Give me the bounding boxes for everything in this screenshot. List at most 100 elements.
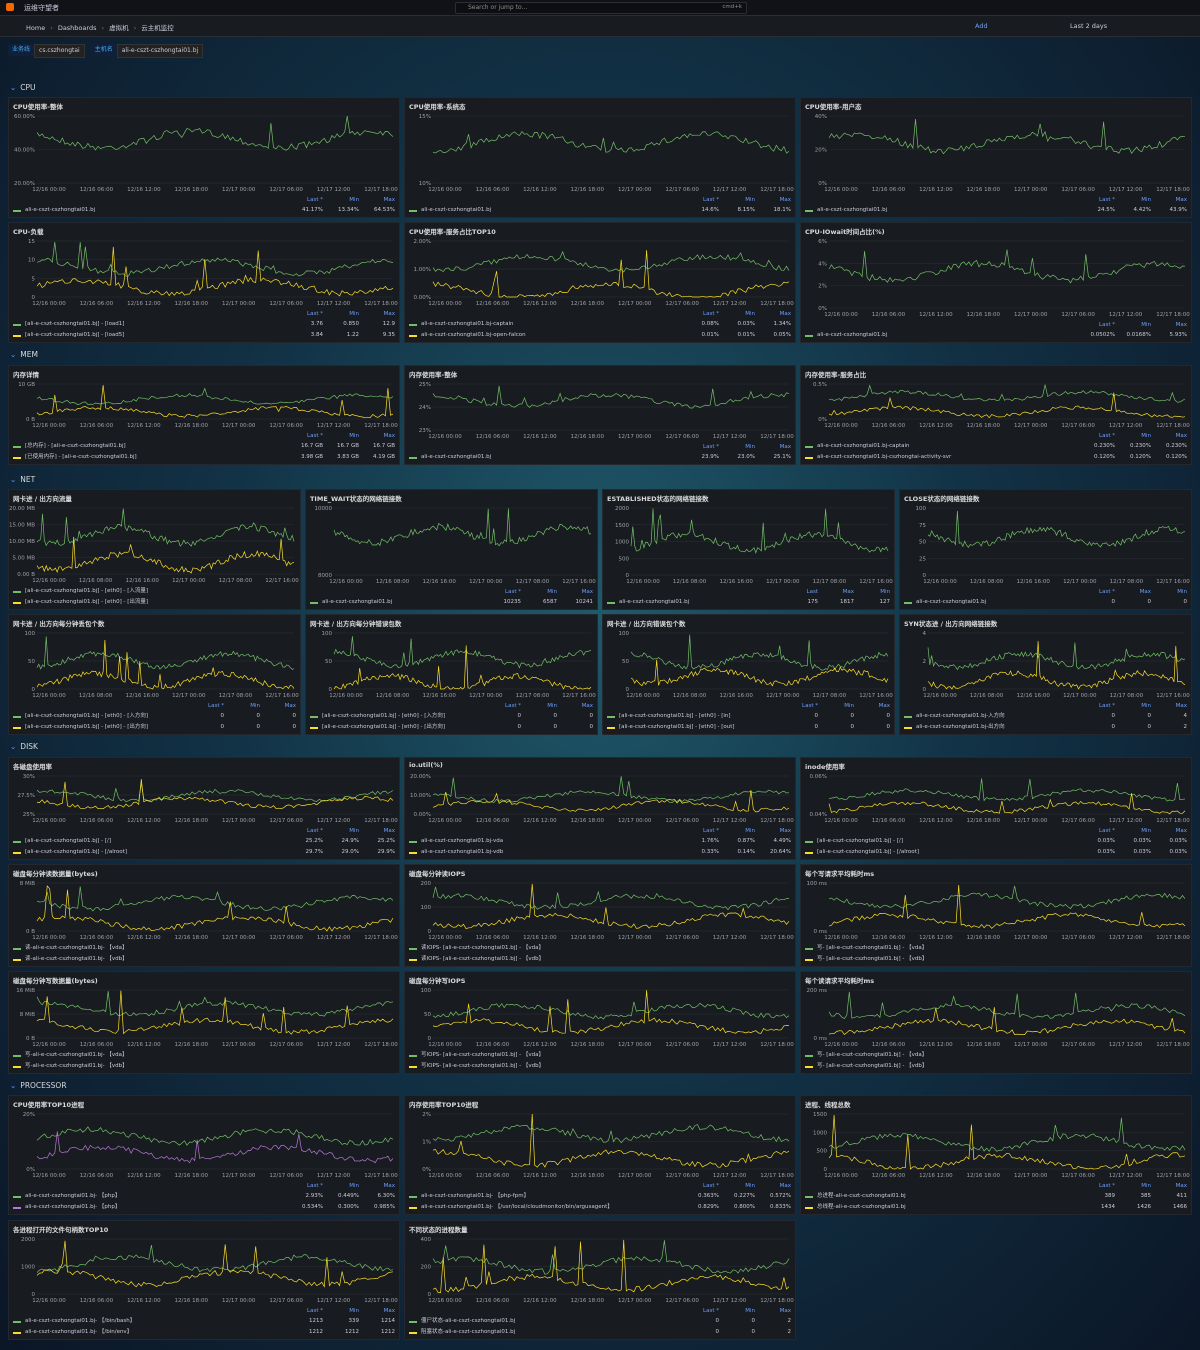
legend-column[interactable]: Last * [307,311,323,317]
legend-column[interactable]: Min [547,703,557,709]
variable-value[interactable]: cs.cszhongtai [34,44,85,58]
legend-name[interactable]: [ali-e-cszt-cszhongtai01.bj] - [eth0] - … [25,724,148,730]
legend-column[interactable]: Min [745,1308,755,1314]
legend-column[interactable]: Last * [703,197,719,203]
legend-column[interactable]: Min [547,589,557,595]
legend-column[interactable]: Min [1141,433,1151,439]
legend-name[interactable]: [ali-e-cszt-cszhongtai01.bj] - [eth0] - … [25,713,148,719]
legend-column[interactable]: Min [745,828,755,834]
legend-name[interactable]: 写- [ali-e-cszt-cszhongtai01.bj] - 【vda】 [817,1052,928,1058]
legend-column[interactable]: Last * [307,1183,323,1189]
legend-name[interactable]: ali-e-cszt-cszhongtai01.bj-vdb [421,849,504,855]
legend-column[interactable]: Last * [307,1308,323,1314]
legend-name[interactable]: [已使用内存] - [ali-e-cszt-cszhongtai01.bj] [25,454,137,460]
legend-column[interactable]: Max [1175,322,1187,328]
legend-column[interactable]: Last * [703,828,719,834]
legend-name[interactable]: [ali-e-cszt-cszhongtai01.bj] - [eth0] - … [322,713,445,719]
legend-name[interactable]: [ali-e-cszt-cszhongtai01.bj] - [eth0] - … [619,713,731,719]
legend-column[interactable]: Min [1141,828,1151,834]
legend-name[interactable]: ali-e-cszt-cszhongtai01.bj- 【/usr/local/… [421,1204,613,1210]
legend-column[interactable]: Last * [1099,197,1115,203]
legend-column[interactable]: Max [1175,1183,1187,1189]
legend-name[interactable]: ali-e-cszt-cszhongtai01.bj- 【php-fpm】 [421,1193,530,1199]
legend-column[interactable]: Min [880,589,890,595]
breadcrumb[interactable]: Home [26,24,46,32]
legend-column[interactable]: Max [1175,433,1187,439]
legend-name[interactable]: 阻塞状态-ali-e-cszt-cszhongtai01.bj [421,1329,516,1335]
row-toggle[interactable]: ⌄ [10,475,17,484]
legend-column[interactable]: Last * [505,703,521,709]
legend-column[interactable]: Last * [1099,322,1115,328]
legend-name[interactable]: [ali-e-cszt-cszhongtai01.bj] - [/alroot] [25,849,127,855]
legend-name[interactable]: [总内存] - [ali-e-cszt-cszhongtai01.bj] [25,443,126,449]
legend-column[interactable]: Max [284,703,296,709]
legend-column[interactable]: Min [745,311,755,317]
legend-column[interactable]: Last * [1099,703,1115,709]
legend-column[interactable]: Last * [1099,589,1115,595]
legend-column[interactable]: Max [779,311,791,317]
legend-name[interactable]: 总进程-ali-e-cszt-cszhongtai01.bj [817,1193,906,1199]
legend-column[interactable]: Max [581,589,593,595]
legend-column[interactable]: Max [383,1308,395,1314]
legend-column[interactable]: Max [383,1183,395,1189]
logo[interactable] [6,3,14,11]
legend-name[interactable]: 写-ali-e-cszt-cszhongtai01.bj- 【vdb】 [25,1063,128,1069]
legend-name[interactable]: [ali-e-cszt-cszhongtai01.bj] - [load1] [25,321,125,327]
legend-column[interactable]: Min [349,1308,359,1314]
legend-column[interactable]: Min [1177,589,1187,595]
legend-name[interactable]: ali-e-cszt-cszhongtai01.bj [916,599,987,605]
legend-column[interactable]: Max [842,589,854,595]
legend-column[interactable]: Max [1175,197,1187,203]
legend-name[interactable]: ali-e-cszt-cszhongtai01.bj-出方向 [916,724,1005,730]
legend-name[interactable]: 写IOPS- [ali-e-cszt-cszhongtai01.bj] - 【v… [421,1063,545,1069]
legend-column[interactable]: Min [1141,703,1151,709]
legend-column[interactable]: Min [745,1183,755,1189]
legend-column[interactable]: Min [349,197,359,203]
legend-name[interactable]: ali-e-cszt-cszhongtai01.bj-captain [817,443,910,449]
legend-name[interactable]: ali-e-cszt-cszhongtai01.bj [817,332,888,338]
legend-column[interactable]: Min [745,197,755,203]
add-button[interactable]: Add [975,22,988,30]
legend-column[interactable]: Last * [505,589,521,595]
legend-column[interactable]: Min [349,311,359,317]
legend-column[interactable]: Max [581,703,593,709]
legend-column[interactable]: Last * [703,1183,719,1189]
legend-column[interactable]: Last * [208,703,224,709]
legend-name[interactable]: [ali-e-cszt-cszhongtai01.bj] - [eth0] - … [619,724,735,730]
legend-name[interactable]: [ali-e-cszt-cszhongtai01.bj] - [/alroot] [817,849,919,855]
legend-column[interactable]: Min [349,433,359,439]
row-toggle[interactable]: ⌄ [10,83,17,92]
legend-column[interactable]: Last * [802,703,818,709]
legend-column[interactable]: Min [1141,197,1151,203]
search-box[interactable]: Search or jump to... cmd+k [455,2,747,14]
legend-column[interactable]: Min [1141,322,1151,328]
legend-name[interactable]: 写- [ali-e-cszt-cszhongtai01.bj] - 【vda】 [817,945,928,951]
legend-column[interactable]: Max [779,197,791,203]
legend-column[interactable]: Max [779,1183,791,1189]
legend-column[interactable]: Max [878,703,890,709]
legend-column[interactable]: Max [383,433,395,439]
legend-name[interactable]: 写IOPS- [ali-e-cszt-cszhongtai01.bj] - 【v… [421,1052,545,1058]
legend-name[interactable]: 总线程-ali-e-cszt-cszhongtai01.bj [817,1204,906,1210]
legend-name[interactable]: [ali-e-cszt-cszhongtai01.bj] - [eth0] - … [25,599,148,605]
legend-column[interactable]: Max [1175,828,1187,834]
legend-column[interactable]: Last * [703,311,719,317]
legend-column[interactable]: Last * [1099,1183,1115,1189]
legend-column[interactable]: Last * [703,444,719,450]
legend-name[interactable]: ali-e-cszt-cszhongtai01.bj- 【/bin/env】 [25,1329,133,1335]
legend-name[interactable]: 读-ali-e-cszt-cszhongtai01.bj- 【vda】 [25,945,128,951]
legend-name[interactable]: 写-ali-e-cszt-cszhongtai01.bj- 【vda】 [25,1052,128,1058]
variable-value[interactable]: ali-e-cszt-cszhongtai01.bj [116,44,204,58]
legend-name[interactable]: ali-e-cszt-cszhongtai01.bj-vda [421,838,504,844]
legend-name[interactable]: 僵尸状态-ali-e-cszt-cszhongtai01.bj [421,1318,516,1324]
legend-column[interactable]: Last * [307,433,323,439]
legend-name[interactable]: ali-e-cszt-cszhongtai01.bj-captain [421,321,514,327]
row-toggle[interactable]: ⌄ [10,1081,17,1090]
legend-name[interactable]: ali-e-cszt-cszhongtai01.bj [322,599,393,605]
legend-column[interactable]: Min [745,444,755,450]
legend-column[interactable]: Min [349,828,359,834]
legend-name[interactable]: 写- [ali-e-cszt-cszhongtai01.bj] - 【vdb】 [817,956,928,962]
legend-name[interactable]: ali-e-cszt-cszhongtai01.bj [817,207,888,213]
legend-column[interactable]: Min [1141,1183,1151,1189]
legend-name[interactable]: [ali-e-cszt-cszhongtai01.bj] - [eth0] - … [25,588,148,594]
